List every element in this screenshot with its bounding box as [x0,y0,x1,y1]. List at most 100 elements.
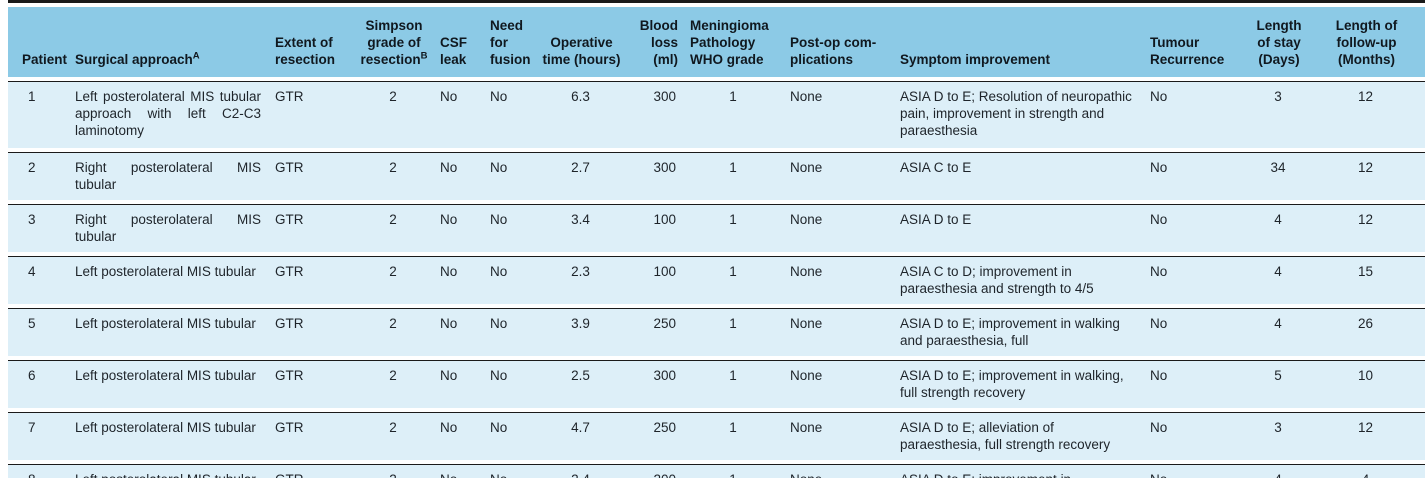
cell-approach: Left posterolateral MIS tubular [75,308,275,356]
cell-stay: 4 [1250,204,1320,252]
cell-followup: 4 [1320,464,1425,478]
table-row: 2 Right posterolateral MIS tubular GTR 2 No N… [8,152,1425,200]
cell-optime: 2.4 [540,464,635,478]
cell-extent: GTR [275,412,360,460]
cell-blood: 100 [635,256,690,304]
cell-extent: GTR [275,464,360,478]
cell-stay: 3 [1250,81,1320,148]
col-header-approach: Surgical approachA [75,7,275,77]
cell-patient: 6 [8,360,75,408]
cell-who: 1 [690,81,790,148]
cell-csf: No [440,256,490,304]
cell-followup: 26 [1320,308,1425,356]
cell-csf: No [440,204,490,252]
cell-who: 1 [690,412,790,460]
cell-recurrence: No [1150,204,1250,252]
cell-recurrence: No [1150,360,1250,408]
cell-followup: 12 [1320,412,1425,460]
table-row: 3 Right posterolateral MIS tubular GTR 2 No N… [8,204,1425,252]
header-row: Patient Surgical approachA Extent of resec… [8,7,1425,77]
cell-extent: GTR [275,360,360,408]
cell-recurrence: No [1150,308,1250,356]
col-header-followup: Length of follow-up (Months) [1320,7,1425,77]
cell-optime: 2.7 [540,152,635,200]
cell-simpson: 2 [360,256,440,304]
col-header-postop: Post-op com-plications [790,7,900,77]
cell-symptom: ASIA D to E; improvement in paraesthesia… [900,464,1150,478]
col-header-symptom: Symptom improvement [900,7,1150,77]
cell-who: 1 [690,360,790,408]
cell-approach: Left posterolateral MIS tubular [75,412,275,460]
cell-extent: GTR [275,308,360,356]
cell-symptom: ASIA C to E [900,152,1150,200]
cell-stay: 5 [1250,360,1320,408]
cell-who: 1 [690,464,790,478]
col-header-fusion: Need for fusion [490,7,540,77]
cell-patient: 4 [8,256,75,304]
table-row: 8Left posterolateral MIS tubularGTR2NoNo… [8,464,1425,478]
footnote-marker: B [420,50,428,62]
cell-fusion: No [490,81,540,148]
cell-optime: 2.5 [540,360,635,408]
col-header-simpson: Simpson grade of resectionB [360,7,440,77]
cell-stay: 3 [1250,412,1320,460]
cell-who: 1 [690,308,790,356]
cell-recurrence: No [1150,412,1250,460]
cell-fusion: No [490,360,540,408]
cell-followup: 12 [1320,81,1425,148]
cell-patient: 2 [8,152,75,200]
cell-fusion: No [490,256,540,304]
cell-symptom: ASIA D to E; Resolution of neuropathic p… [900,81,1150,148]
cell-symptom: ASIA D to E [900,204,1150,252]
table-row: 5 Left posterolateral MIS tubular GTR 2 No No… [8,308,1425,356]
cell-postop: None [790,204,900,252]
cell-blood: 300 [635,360,690,408]
cell-simpson: 2 [360,308,440,356]
cell-symptom: ASIA C to D; improvement in paraesthesia… [900,256,1150,304]
cell-fusion: No [490,308,540,356]
cell-postop: None [790,360,900,408]
cell-optime: 3.4 [540,204,635,252]
cell-csf: No [440,412,490,460]
cell-symptom: ASIA D to E; alleviation of paraesthesia… [900,412,1150,460]
cell-postop: None [790,81,900,148]
cell-postop: None [790,152,900,200]
col-header-extent: Extent of resection [275,7,360,77]
patient-outcomes-table: Patient Surgical approachA Extent of resec… [8,0,1425,478]
col-header-optime: Operative time (hours) [540,7,635,77]
cell-approach: Left posterolateral MIS tubular [75,360,275,408]
cell-postop: None [790,308,900,356]
cell-extent: GTR [275,204,360,252]
cell-approach: Left posterolateral MIS tubular [75,256,275,304]
cell-stay: 4 [1250,256,1320,304]
table-row: 4 Left posterolateral MIS tubular GTR 2 No No… [8,256,1425,304]
cell-blood: 250 [635,308,690,356]
cell-csf: No [440,464,490,478]
col-header-csf: CSF leak [440,7,490,77]
cell-blood: 100 [635,204,690,252]
cell-fusion: No [490,464,540,478]
cell-followup: 15 [1320,256,1425,304]
cell-recurrence: No [1150,81,1250,148]
table-row: 7 Left posterolateral MIS tubular GTR 2 No No… [8,412,1425,460]
cell-simpson: 2 [360,204,440,252]
table-row: 1 Left posterolateral MIS tubular approac… [8,81,1425,148]
cell-optime: 2.3 [540,256,635,304]
cell-patient: 1 [8,81,75,148]
cell-simpson: 2 [360,360,440,408]
cell-postop: None [790,256,900,304]
cell-blood: 300 [635,152,690,200]
footnote-marker: A [192,50,200,62]
cell-fusion: No [490,152,540,200]
col-header-patient: Patient [8,7,75,77]
cell-csf: No [440,152,490,200]
cell-fusion: No [490,204,540,252]
cell-who: 1 [690,204,790,252]
cell-recurrence: No [1150,464,1250,478]
cell-simpson: 2 [360,81,440,148]
table-row: 6 Left posterolateral MIS tubular GTR 2 No No… [8,360,1425,408]
cell-blood: 200 [635,464,690,478]
cell-stay: 4 [1250,464,1320,478]
table-body: 1 Left posterolateral MIS tubular approac… [8,81,1425,478]
cell-stay: 4 [1250,308,1320,356]
